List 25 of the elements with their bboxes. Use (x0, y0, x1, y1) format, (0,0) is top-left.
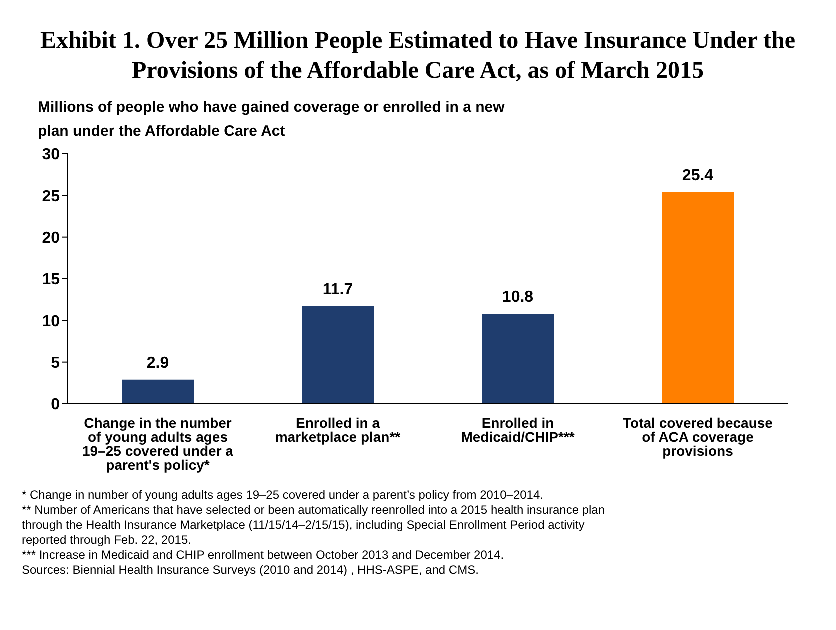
y-tick-label: 5 (51, 355, 60, 372)
text: ** Number of Americans that have selected or been automatically reenrolled into a 2015 health insurance plan through the Health Insurance Marketplace (11/15/14–2/15/15), including Special Enrollment Period activity reported through Feb. 22, 2015. (22, 503, 606, 548)
bar (302, 306, 374, 404)
bar (122, 380, 194, 404)
chart-title: Exhibit 1. Over 25 Million People Estimated to Have Insurance Under the Provisions of the Affordable Care Act, as of March 2015 (39, 27, 797, 86)
chart-subtitle: Millions of people who have gained coverage or enrolled in a new plan under the Affordable Care Act (38, 98, 506, 142)
x-tick-label: Change in the number of young adults ages 19–25 covered under a parent's policy* (82, 414, 234, 473)
data-label: 10.8 (502, 289, 534, 306)
y-tick-label: 15 (42, 272, 60, 289)
x-tick-label: Total covered because of ACA coverage provisions (623, 414, 774, 459)
text: * Change in number of young adults ages 19–25 covered under a parent’s policy from 2010–2014. (22, 488, 544, 503)
x-tick-label: Enrolled in Medicaid/CHIP*** (461, 414, 576, 445)
data-label: 25.4 (682, 167, 714, 184)
bar (662, 192, 734, 404)
y-tick-label: 0 (51, 396, 60, 414)
data-label: 2.9 (146, 354, 170, 372)
y-tick-label: 10 (42, 313, 60, 330)
y-tick-label: 20 (42, 230, 60, 248)
data-label: 11.7 (322, 282, 354, 298)
y-tick-label: 30 (42, 146, 60, 164)
source-note: Sources: Biennial Health Insurance Surveys (2010 and 2014) , HHS-ASPE, and CMS. (22, 563, 480, 578)
bar (482, 314, 554, 404)
y-tick-label: 25 (42, 188, 60, 206)
x-tick-label: Enrolled in a marketplace plan** (275, 414, 402, 445)
text: *** Increase in Medicaid and CHIP enrollment between October 2013 and December 2014. (22, 548, 506, 563)
